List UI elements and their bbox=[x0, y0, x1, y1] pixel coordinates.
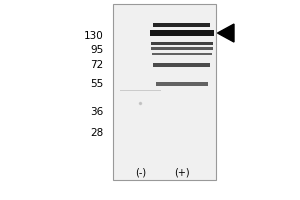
Text: (+): (+) bbox=[174, 167, 190, 177]
Text: 95: 95 bbox=[90, 45, 104, 55]
Text: (-): (-) bbox=[135, 167, 146, 177]
Bar bbox=[151, 47, 213, 50]
Bar bbox=[153, 23, 210, 27]
Polygon shape bbox=[218, 24, 234, 42]
Bar bbox=[120, 90, 161, 91]
Text: 36: 36 bbox=[90, 107, 104, 117]
Bar bbox=[153, 63, 210, 67]
Bar bbox=[112, 4, 216, 180]
Bar bbox=[152, 53, 212, 55]
Bar bbox=[151, 42, 213, 45]
Bar bbox=[156, 82, 208, 86]
Text: 130: 130 bbox=[84, 31, 103, 41]
Text: 28: 28 bbox=[90, 128, 104, 138]
Text: 72: 72 bbox=[90, 60, 104, 70]
Text: 55: 55 bbox=[90, 79, 104, 89]
Bar bbox=[150, 30, 214, 36]
